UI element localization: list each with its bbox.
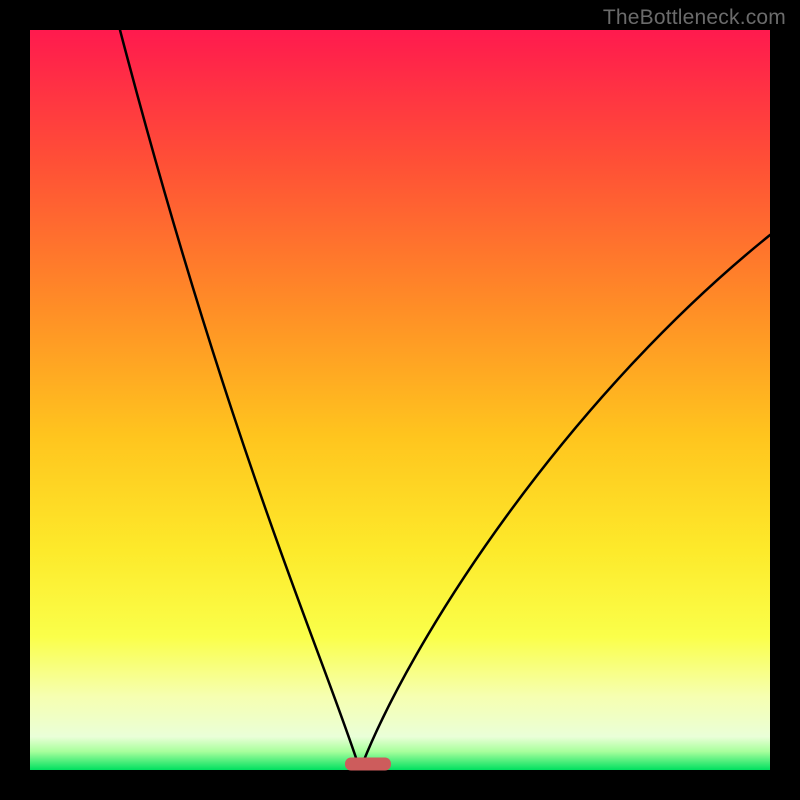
optimal-marker [345, 758, 391, 771]
bottleneck-chart [0, 0, 800, 800]
chart-container: TheBottleneck.com [0, 0, 800, 800]
plot-area [30, 30, 770, 770]
watermark-text: TheBottleneck.com [603, 6, 786, 30]
